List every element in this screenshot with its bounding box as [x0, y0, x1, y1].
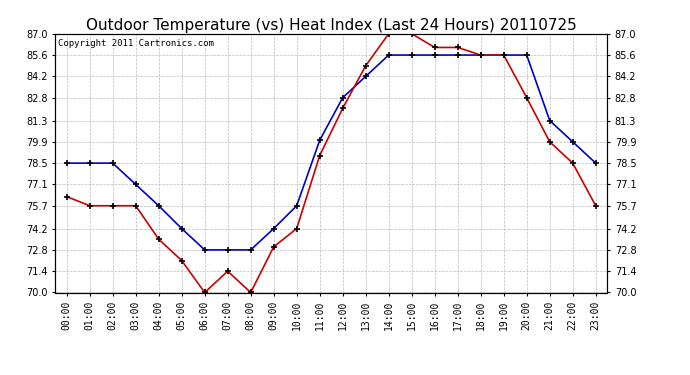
- Text: Copyright 2011 Cartronics.com: Copyright 2011 Cartronics.com: [58, 39, 214, 48]
- Title: Outdoor Temperature (vs) Heat Index (Last 24 Hours) 20110725: Outdoor Temperature (vs) Heat Index (Las…: [86, 18, 577, 33]
